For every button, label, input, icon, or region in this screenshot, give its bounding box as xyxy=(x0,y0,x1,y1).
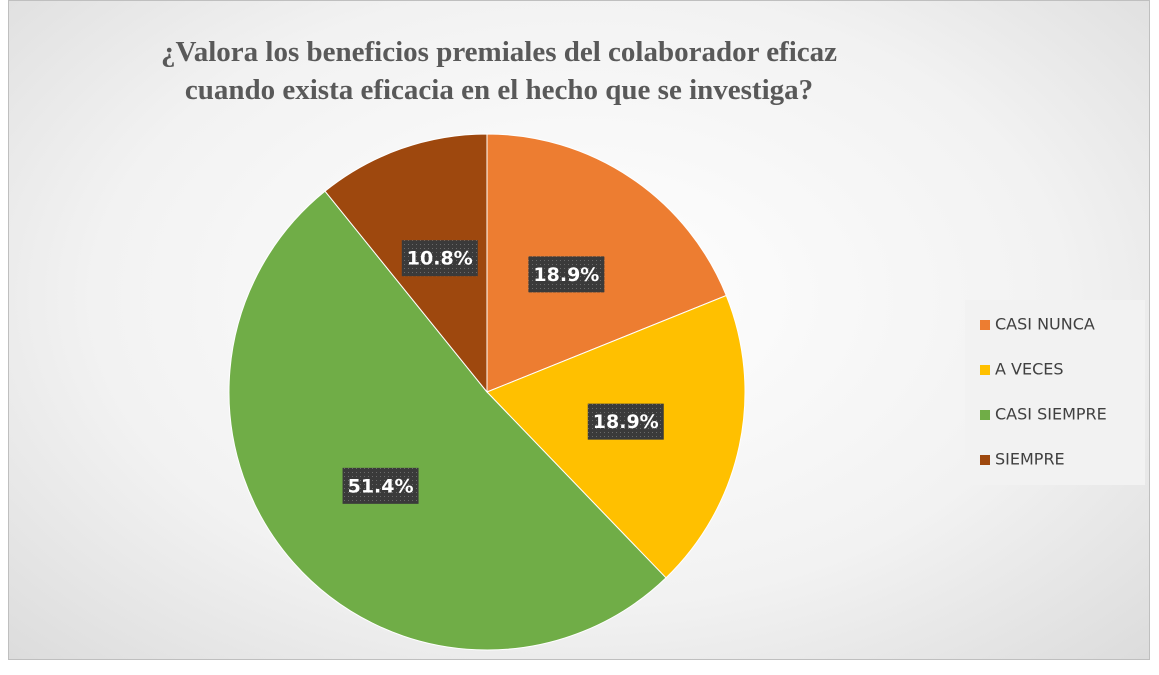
data-label: 18.9% xyxy=(533,264,599,286)
data-label-box xyxy=(587,403,664,440)
legend-label: A VECES xyxy=(995,360,1064,379)
legend-box xyxy=(965,300,1145,485)
legend-swatch xyxy=(980,410,990,420)
data-label-box xyxy=(342,467,419,504)
legend-swatch xyxy=(980,365,990,375)
pie-slice xyxy=(228,190,667,651)
data-label: 18.9% xyxy=(593,411,659,433)
chart-title: ¿Valora los beneficios premiales del col… xyxy=(160,36,838,106)
data-label-box xyxy=(401,240,478,277)
legend-swatch xyxy=(980,455,990,465)
data-label-box xyxy=(528,256,605,293)
legend-label: CASI SIEMPRE xyxy=(995,405,1107,424)
pie-slice xyxy=(486,133,727,393)
legend-label: SIEMPRE xyxy=(995,450,1065,469)
data-label: 51.4% xyxy=(348,475,414,497)
legend-label: CASI NUNCA xyxy=(995,315,1095,334)
data-label: 10.8% xyxy=(407,248,473,270)
legend-swatch xyxy=(980,320,990,330)
